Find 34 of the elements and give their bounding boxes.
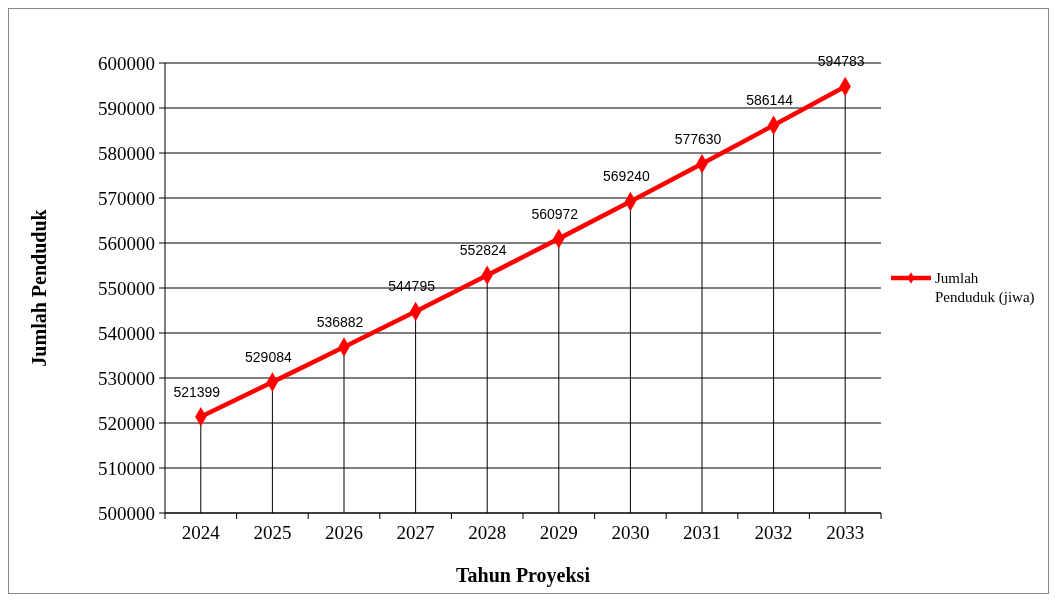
data-label: 544795 xyxy=(388,278,436,295)
x-tick-label: 2025 xyxy=(253,522,292,543)
x-tick-label: 2024 xyxy=(181,522,221,543)
data-label: 594783 xyxy=(817,53,865,70)
y-tick-label: 550000 xyxy=(98,277,155,299)
y-tick-label: 560000 xyxy=(98,232,155,254)
y-tick-label: 520000 xyxy=(98,412,155,434)
y-tick-label: 580000 xyxy=(98,142,155,164)
y-tick-label: 600000 xyxy=(98,52,155,74)
y-tick-label: 530000 xyxy=(98,367,155,389)
data-label: 569240 xyxy=(603,168,650,185)
x-tick-label: 2029 xyxy=(539,522,578,543)
y-tick-label: 570000 xyxy=(98,187,155,209)
x-axis-title: Tahun Proyeksi xyxy=(456,564,591,587)
x-tick-label: 2027 xyxy=(396,522,435,543)
data-label: 552824 xyxy=(459,242,507,259)
x-tick-label: 2032 xyxy=(754,522,793,543)
y-tick-label: 540000 xyxy=(98,322,155,344)
data-label: 521399 xyxy=(173,383,221,400)
x-tick-label: 2033 xyxy=(826,522,865,543)
legend-label: Jumlah Penduduk (jiwa) xyxy=(935,270,1035,306)
y-tick-label: 510000 xyxy=(98,457,155,479)
data-label: 577630 xyxy=(674,130,722,147)
data-label: 536882 xyxy=(316,314,364,331)
x-tick-label: 2028 xyxy=(468,522,507,543)
x-tick-label: 2026 xyxy=(325,522,363,543)
x-tick-label: 2031 xyxy=(683,522,721,543)
data-label: 529084 xyxy=(245,349,292,366)
y-tick-label: 590000 xyxy=(98,97,155,119)
data-label: 586144 xyxy=(746,92,794,109)
x-tick-label: 2030 xyxy=(611,522,650,543)
data-label: 560972 xyxy=(531,205,579,222)
y-axis-title: Jumlah Penduduk xyxy=(28,208,50,367)
y-tick-label: 500000 xyxy=(98,502,155,524)
